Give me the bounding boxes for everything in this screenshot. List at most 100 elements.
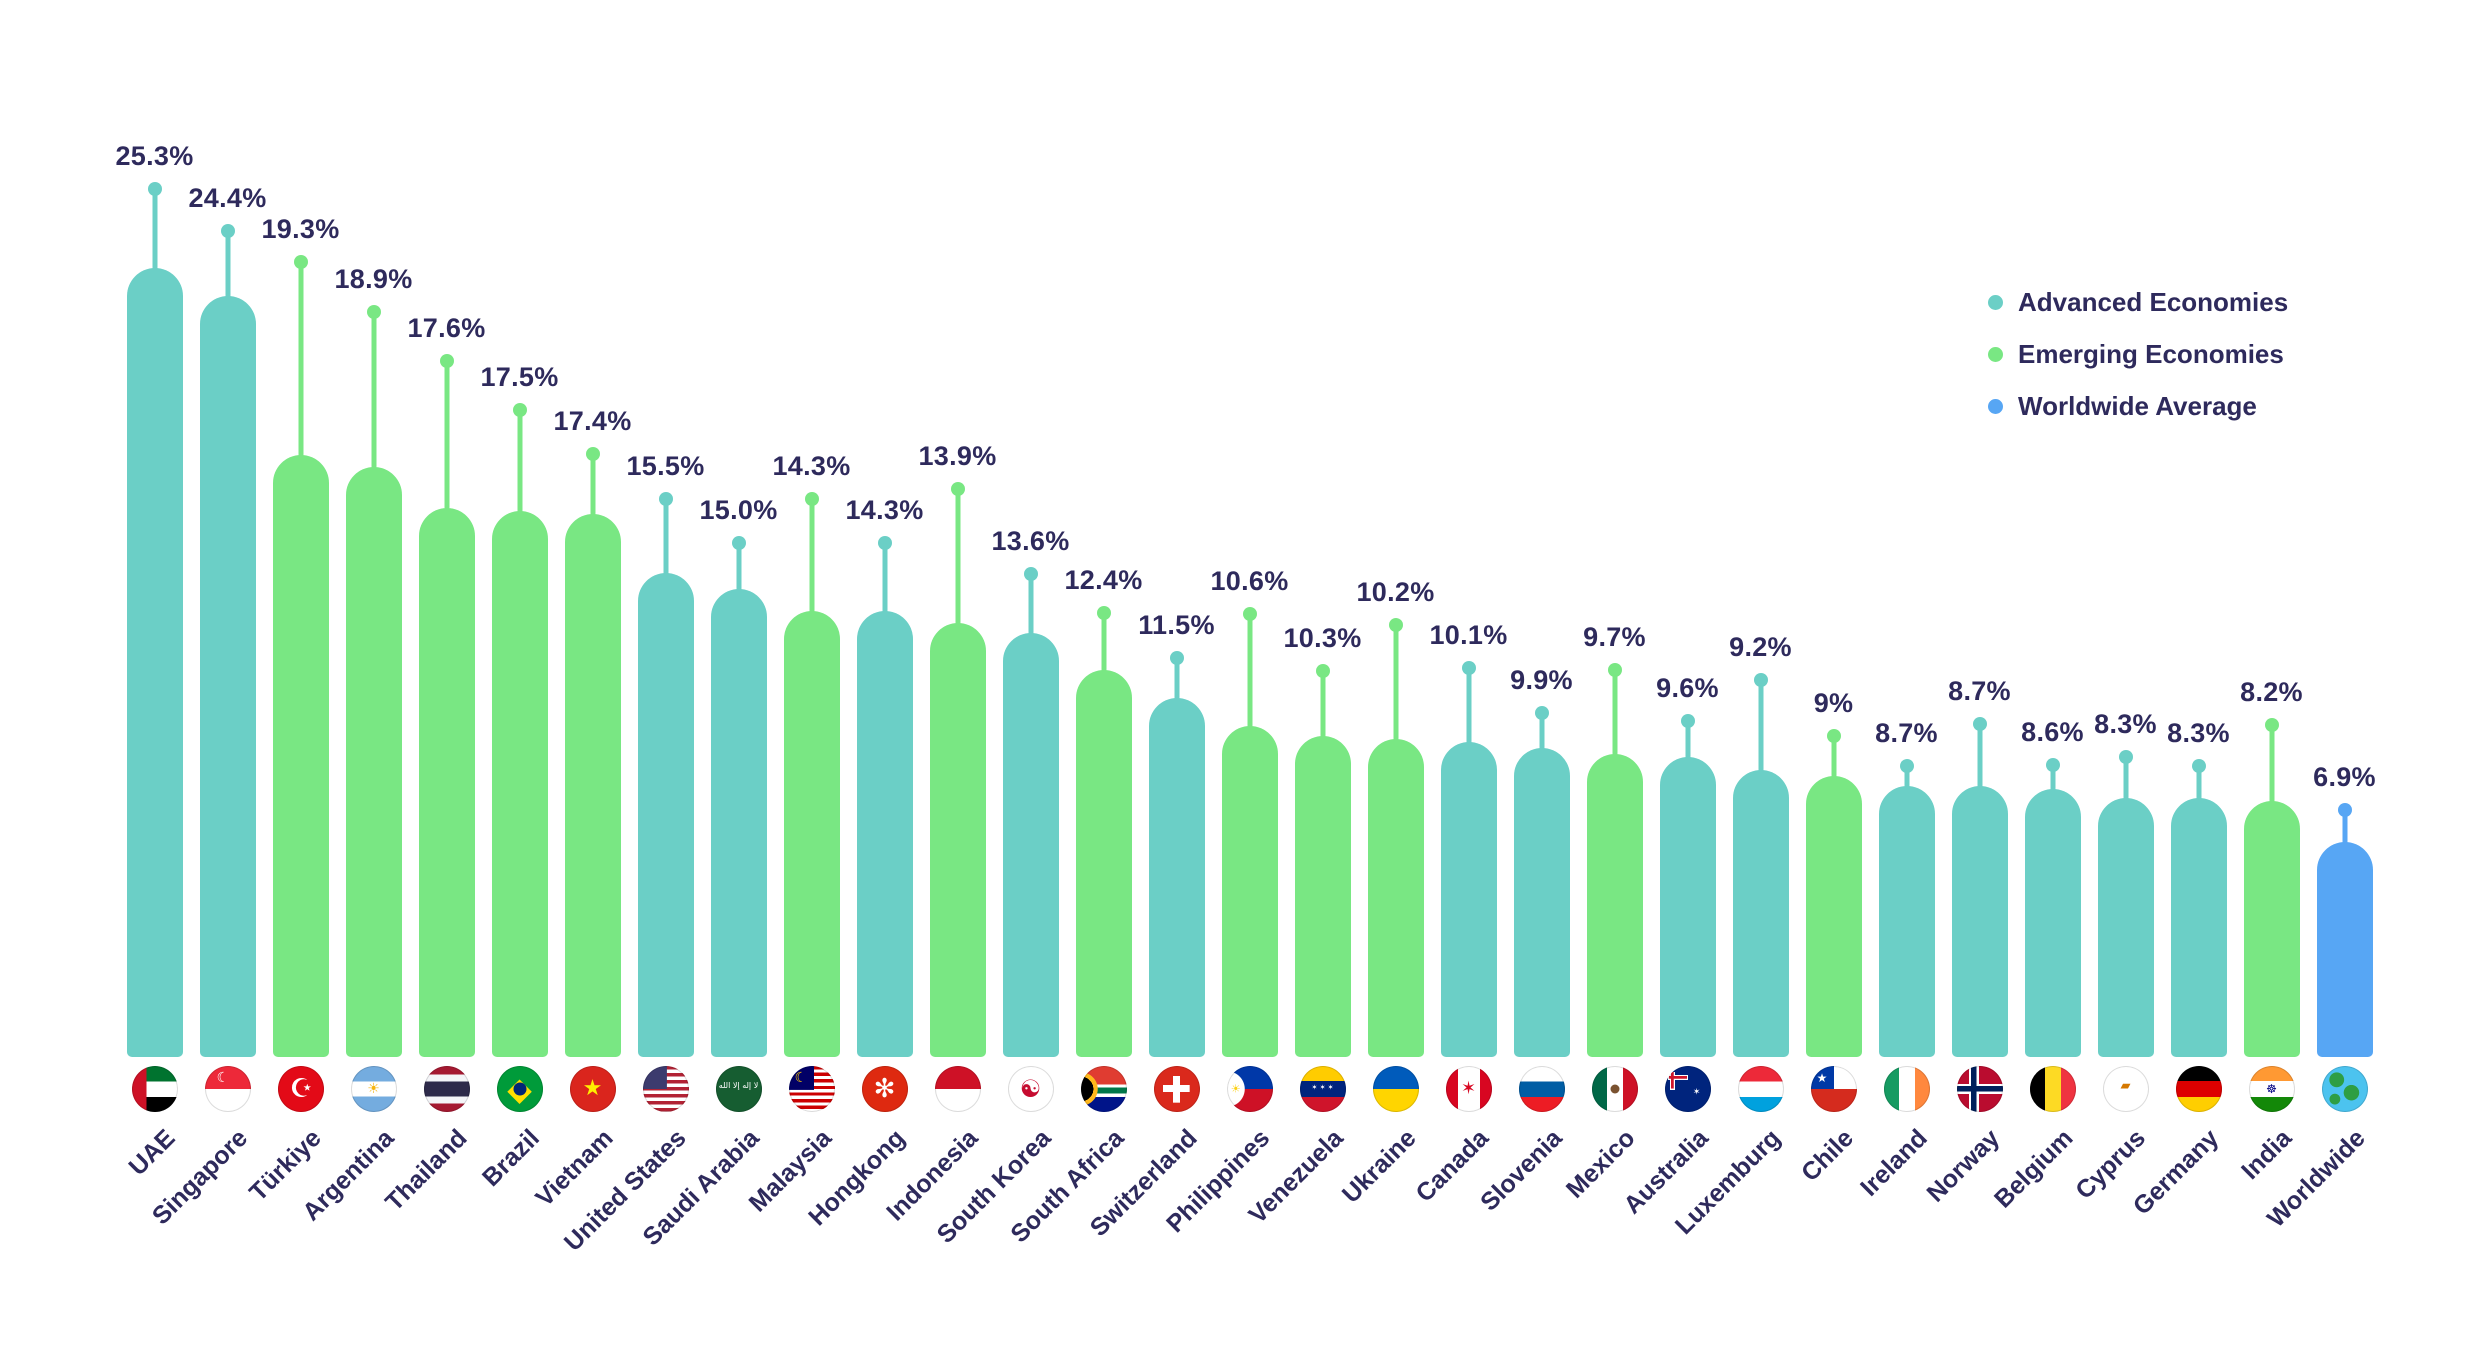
value-label: 15.5% [626, 451, 705, 481]
bar [710, 589, 767, 1057]
value-label: 9.2% [1729, 632, 1792, 662]
lollipop-stem [1320, 671, 1325, 738]
value-label: 10.2% [1356, 577, 1435, 607]
value-label: 10.6% [1210, 566, 1289, 596]
lollipop-stem [2123, 757, 2128, 800]
norway-flag-icon [1956, 1066, 2003, 1112]
value-label: 8.7% [1948, 676, 2011, 706]
lollipop-stem [1247, 614, 1252, 728]
bar [1805, 776, 1862, 1057]
value-label: 17.6% [407, 313, 486, 343]
bar [491, 511, 548, 1057]
bar [1367, 739, 1424, 1057]
uae-flag-icon [131, 1066, 178, 1112]
vietnam-flag-icon: ★ [569, 1066, 616, 1112]
legend-dot-icon [1988, 399, 2003, 414]
legend: Advanced Economies Emerging Economies Worl… [1988, 287, 2288, 422]
chart-column-argentina: 18.9% ☀ Argentina [297, 0, 412, 1358]
chart-column-malaysia: 14.3% ☾ Malaysia [744, 0, 851, 1358]
chart-column-vietnam: 17.4% ★ Vietnam [530, 0, 631, 1358]
bar [199, 296, 256, 1057]
bar [1513, 748, 1570, 1057]
mexico-flag-icon [1591, 1066, 1638, 1112]
chart-column-norway: 8.7% Norway [1922, 0, 2016, 1358]
flag-emblem-glyph: ✻ [873, 1074, 896, 1104]
bar [637, 573, 694, 1057]
chart-column-chile: 9% ★ Chile [1796, 0, 1870, 1358]
legend-label: Advanced Economies [2018, 287, 2289, 317]
chart-column-venezuela: 10.3% ✶ ✶ ✶ Venezuela [1243, 0, 1361, 1358]
bar [1075, 670, 1132, 1057]
bar [1878, 786, 1935, 1057]
value-label: 8.6% [2021, 717, 2084, 747]
belgium-flag-icon [2029, 1066, 2076, 1112]
lollipop-stem [371, 312, 376, 469]
lollipop-stem [955, 489, 960, 625]
value-label: 14.3% [772, 451, 851, 481]
bar [2243, 801, 2300, 1057]
bar [272, 455, 329, 1057]
bar [564, 514, 621, 1057]
chart-columns: 25.3% UAE 24.4% ☾ Singapore 19.3% ☪ Türkiye 18.9… [115, 0, 2381, 1358]
lollipop-stem [298, 262, 303, 457]
thailand-flag-icon [423, 1066, 470, 1112]
legend-item-advanced-economies: Advanced Economies [1988, 287, 2288, 318]
india-flag-icon: ☸ [2248, 1066, 2295, 1112]
value-label: 11.5% [1138, 610, 1215, 640]
country-label: India [2236, 1124, 2298, 1186]
chart-column-slovenia: 9.9% Slovenia [1475, 0, 1578, 1358]
australia-flag-icon: ✶ [1664, 1066, 1711, 1112]
lollipop-stem [225, 231, 230, 298]
flag-emblem-dot [513, 1082, 526, 1096]
indonesia-flag-icon [934, 1066, 981, 1112]
chart-column-cyprus: 8.3% ▰ Cyprus [2071, 0, 2162, 1358]
bar [345, 467, 402, 1057]
malaysia-flag-icon: ☾ [788, 1066, 835, 1112]
value-label: 24.4% [188, 183, 267, 213]
chile-flag-icon: ★ [1810, 1066, 1857, 1112]
bar [1440, 742, 1497, 1057]
chart-column-mexico: 9.7% Mexico [1561, 0, 1651, 1358]
value-label: 15.0% [699, 495, 778, 525]
singapore-flag-icon: ☾ [204, 1066, 251, 1112]
value-label: 14.3% [845, 495, 924, 525]
chart-column-hongkong: 14.3% ✻ Hongkong [803, 0, 924, 1358]
cyprus-flag-icon: ▰ [2102, 1066, 2149, 1112]
lollipop-stem [1758, 680, 1763, 772]
hongkong-flag-icon: ✻ [861, 1066, 908, 1112]
legend-dot-icon [1988, 295, 2003, 310]
chart-column-luxemburg: 9.2% Luxemburg [1670, 0, 1797, 1358]
chart-column-philippines: 10.6% ☀ Philippines [1161, 0, 1289, 1358]
brazil-flag-icon: ◆ [496, 1066, 543, 1112]
value-label: 10.1% [1429, 620, 1508, 650]
bar [1294, 736, 1351, 1057]
chart-column-ireland: 8.7% Ireland [1855, 0, 1943, 1358]
lollipop-stem [590, 454, 595, 516]
lollipop-stem [1101, 613, 1106, 672]
bar [1002, 633, 1059, 1057]
chart-column-united-states: 15.5% United States [559, 0, 705, 1358]
flag-emblem-dot [1610, 1084, 1619, 1094]
lollipop-stem [2269, 725, 2274, 803]
chart-column-switzerland: 11.5% Switzerland [1084, 0, 1215, 1358]
legend-item-emerging-economies: Emerging Economies [1988, 339, 2288, 370]
chart-column-australia: 9.6% ✶ Australia [1618, 0, 1724, 1358]
value-label: 25.3% [115, 141, 194, 171]
chart-column-ukraine: 10.2% Ukraine [1337, 0, 1435, 1358]
legend-dot-icon [1988, 347, 2003, 362]
ukraine-flag-icon [1372, 1066, 1419, 1112]
value-label: 9.9% [1510, 665, 1573, 695]
lollipop-stem [882, 543, 887, 613]
value-label: 6.9% [2313, 762, 2376, 792]
value-label: 12.4% [1064, 565, 1143, 595]
bar [2170, 798, 2227, 1057]
bar [126, 268, 183, 1057]
value-label: 8.3% [2094, 709, 2157, 739]
bar [2316, 842, 2373, 1057]
chart-column-belgium: 8.6% Belgium [1989, 0, 2089, 1358]
legend-label: Emerging Economies [2018, 339, 2284, 369]
bar [418, 508, 475, 1057]
slovenia-flag-icon [1518, 1066, 1565, 1112]
lollipop-stem [1904, 766, 1909, 788]
